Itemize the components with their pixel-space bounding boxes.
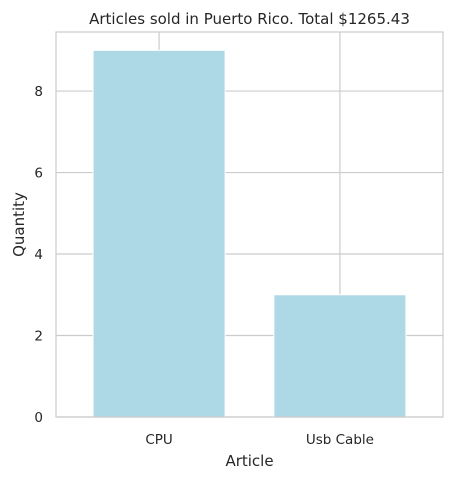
plot-frame [55, 31, 444, 418]
x-axis-label: Article [225, 452, 273, 470]
y-tick-label-4: 4 [34, 247, 43, 263]
y-axis-label: Quantity [10, 192, 28, 257]
y-tick-label-2: 2 [34, 329, 43, 345]
bar-usb-cable [273, 294, 407, 418]
bars [92, 49, 407, 418]
x-tick-label-cpu: CPU [145, 432, 172, 448]
bar-cpu [92, 49, 226, 418]
y-tick-label-8: 8 [34, 84, 43, 100]
x-tick-labels: CPU Usb Cable [145, 432, 374, 448]
y-tick-labels: 0 2 4 6 8 [34, 84, 43, 426]
chart-title: Articles sold in Puerto Rico. Total $126… [89, 10, 410, 28]
x-tick-label-usb-cable: Usb Cable [306, 432, 374, 448]
y-tick-label-6: 6 [34, 166, 43, 182]
y-tick-label-0: 0 [34, 410, 43, 426]
